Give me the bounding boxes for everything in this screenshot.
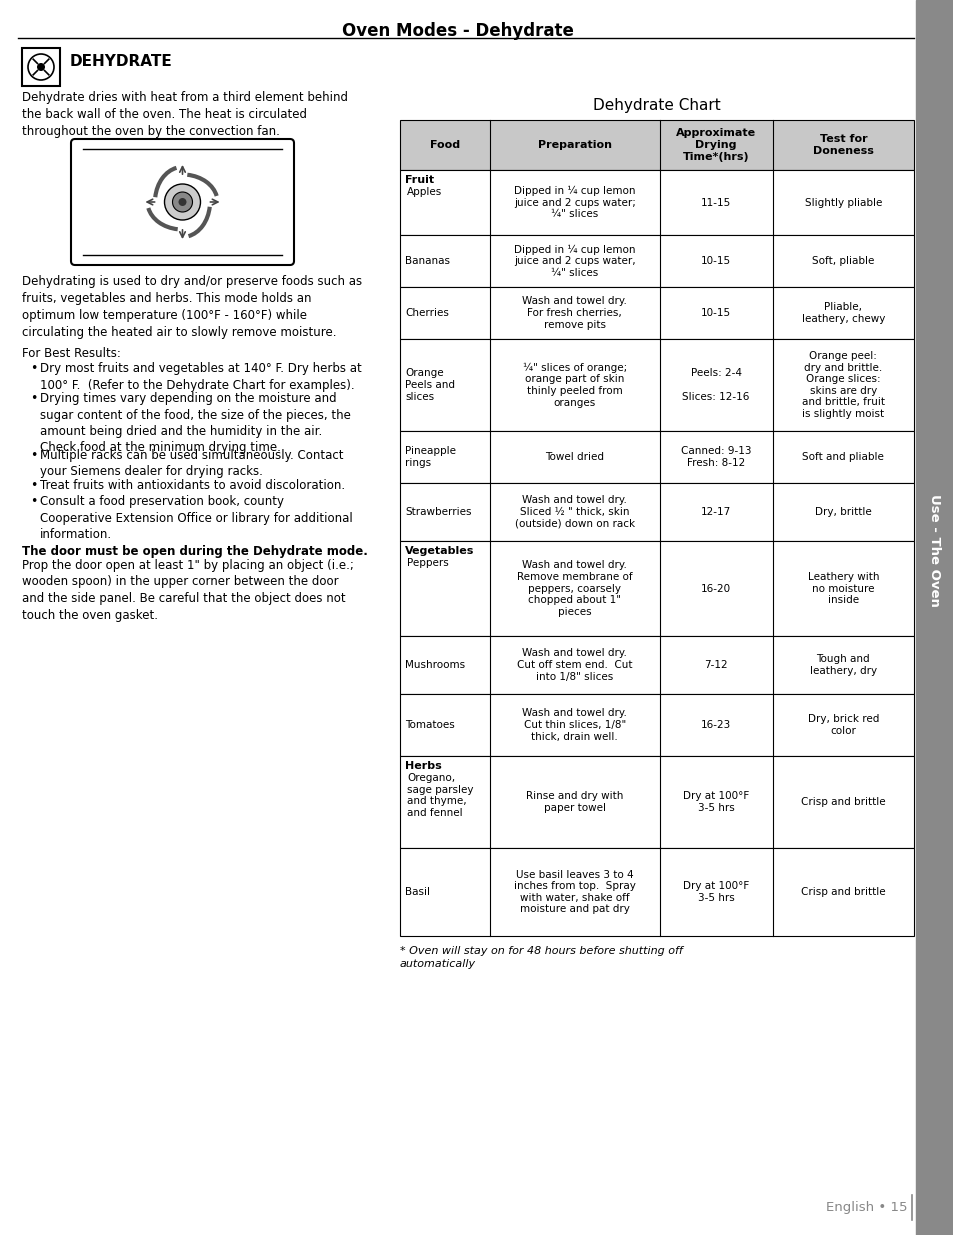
- Text: Apples: Apples: [407, 186, 442, 198]
- Text: * Oven will stay on for 48 hours before shutting off
automatically: * Oven will stay on for 48 hours before …: [399, 946, 682, 968]
- Text: Canned: 9-13
Fresh: 8-12: Canned: 9-13 Fresh: 8-12: [680, 446, 751, 468]
- Circle shape: [178, 198, 186, 206]
- Text: Tough and
leathery, dry: Tough and leathery, dry: [809, 655, 876, 676]
- Text: Wash and towel dry.
Cut thin slices, 1/8"
thick, drain well.: Wash and towel dry. Cut thin slices, 1/8…: [522, 709, 626, 741]
- Bar: [399, 431, 913, 483]
- FancyBboxPatch shape: [71, 140, 294, 266]
- Text: Wash and towel dry.
For fresh cherries,
remove pits: Wash and towel dry. For fresh cherries, …: [522, 296, 626, 330]
- Text: Pineapple
rings: Pineapple rings: [405, 446, 456, 468]
- Bar: [22, 48, 60, 86]
- Bar: [399, 170, 913, 235]
- Text: 11-15: 11-15: [700, 198, 730, 207]
- Text: 10-15: 10-15: [700, 308, 730, 317]
- Bar: [399, 848, 913, 936]
- Bar: [399, 694, 913, 756]
- Text: Use - The Oven: Use - The Oven: [927, 494, 941, 606]
- Text: Oven Modes - Dehydrate: Oven Modes - Dehydrate: [342, 22, 574, 40]
- Text: Bananas: Bananas: [405, 256, 450, 266]
- Text: Prop the door open at least 1" by placing an object (i.e.;
wooden spoon) in the : Prop the door open at least 1" by placin…: [22, 559, 354, 621]
- Bar: [399, 636, 913, 694]
- Text: Treat fruits with antioxidants to avoid discoloration.: Treat fruits with antioxidants to avoid …: [40, 479, 345, 492]
- Text: Dry at 100°F
3-5 hrs: Dry at 100°F 3-5 hrs: [682, 882, 748, 903]
- Text: Wash and towel dry.
Cut off stem end.  Cut
into 1/8" slices: Wash and towel dry. Cut off stem end. Cu…: [517, 648, 632, 682]
- Bar: [399, 338, 913, 431]
- Text: Wash and towel dry.
Remove membrane of
peppers, coarsely
chopped about 1"
pieces: Wash and towel dry. Remove membrane of p…: [517, 561, 632, 616]
- Bar: [915, 0, 953, 1235]
- Text: Oregano,
sage parsley
and thyme,
and fennel: Oregano, sage parsley and thyme, and fen…: [407, 773, 473, 818]
- Text: Peppers: Peppers: [407, 558, 448, 568]
- Text: Preparation: Preparation: [537, 140, 611, 149]
- Text: Basil: Basil: [405, 887, 430, 897]
- Text: DEHYDRATE: DEHYDRATE: [70, 54, 172, 69]
- Text: Cherries: Cherries: [405, 308, 449, 317]
- Text: Peels: 2-4

Slices: 12-16: Peels: 2-4 Slices: 12-16: [681, 368, 749, 401]
- Text: •: •: [30, 450, 37, 462]
- Text: Dehydrate Chart: Dehydrate Chart: [593, 98, 720, 112]
- Text: Soft, pliable: Soft, pliable: [811, 256, 874, 266]
- Bar: [399, 483, 913, 541]
- Text: Dry, brittle: Dry, brittle: [814, 508, 871, 517]
- Text: Use basil leaves 3 to 4
inches from top.  Spray
with water, shake off
moisture a: Use basil leaves 3 to 4 inches from top.…: [514, 869, 635, 914]
- Text: Dehydrating is used to dry and/or preserve foods such as
fruits, vegetables and : Dehydrating is used to dry and/or preser…: [22, 275, 362, 338]
- Text: Mushrooms: Mushrooms: [405, 659, 465, 671]
- Bar: [399, 541, 913, 636]
- Bar: [399, 235, 913, 287]
- Text: Orange peel:
dry and brittle.
Orange slices:
skins are dry
and brittle, fruit
is: Orange peel: dry and brittle. Orange sli…: [801, 351, 883, 419]
- Text: Rinse and dry with
paper towel: Rinse and dry with paper towel: [525, 792, 623, 813]
- Text: Dipped in ¼ cup lemon
juice and 2 cups water;
¼" slices: Dipped in ¼ cup lemon juice and 2 cups w…: [514, 185, 635, 219]
- Text: The door must be open during the Dehydrate mode.: The door must be open during the Dehydra…: [22, 545, 368, 558]
- Text: Soft and pliable: Soft and pliable: [801, 452, 883, 462]
- Text: Dry, brick red
color: Dry, brick red color: [807, 714, 878, 736]
- Text: Orange
Peels and
slices: Orange Peels and slices: [405, 368, 455, 401]
- Text: Dry at 100°F
3-5 hrs: Dry at 100°F 3-5 hrs: [682, 792, 748, 813]
- Text: Wash and towel dry.
Sliced ½ " thick, skin
(outside) down on rack: Wash and towel dry. Sliced ½ " thick, sk…: [515, 495, 634, 529]
- Text: 10-15: 10-15: [700, 256, 730, 266]
- Text: For Best Results:: For Best Results:: [22, 347, 121, 359]
- Text: Drying times vary depending on the moisture and
sugar content of the food, the s: Drying times vary depending on the moist…: [40, 391, 351, 454]
- Bar: [399, 287, 913, 338]
- Text: Fruit: Fruit: [405, 175, 434, 185]
- Text: Approximate
Drying
Time*(hrs): Approximate Drying Time*(hrs): [676, 128, 756, 162]
- Text: 12-17: 12-17: [700, 508, 730, 517]
- Circle shape: [172, 191, 193, 212]
- Text: English • 15: English • 15: [825, 1202, 907, 1214]
- Text: Vegetables: Vegetables: [405, 546, 474, 556]
- Text: Consult a food preservation book, county
Cooperative Extension Office or library: Consult a food preservation book, county…: [40, 495, 353, 541]
- Text: Herbs: Herbs: [405, 761, 441, 771]
- Circle shape: [37, 63, 45, 70]
- Text: 16-23: 16-23: [700, 720, 730, 730]
- Text: •: •: [30, 495, 37, 509]
- Text: 7-12: 7-12: [703, 659, 727, 671]
- Text: Tomatoes: Tomatoes: [405, 720, 455, 730]
- Text: Food: Food: [430, 140, 459, 149]
- Text: Leathery with
no moisture
inside: Leathery with no moisture inside: [807, 572, 878, 605]
- Bar: [399, 756, 913, 848]
- Bar: [399, 120, 913, 170]
- Text: Towel dried: Towel dried: [545, 452, 603, 462]
- Text: ¼" slices of orange;
orange part of skin
thinly peeled from
oranges: ¼" slices of orange; orange part of skin…: [522, 363, 626, 408]
- Text: Crisp and brittle: Crisp and brittle: [801, 797, 884, 806]
- Text: Crisp and brittle: Crisp and brittle: [801, 887, 884, 897]
- Text: Dipped in ¼ cup lemon
juice and 2 cups water,
¼" slices: Dipped in ¼ cup lemon juice and 2 cups w…: [514, 245, 635, 278]
- Text: Slightly pliable: Slightly pliable: [803, 198, 882, 207]
- Text: •: •: [30, 479, 37, 492]
- Text: 16-20: 16-20: [700, 583, 730, 594]
- Text: Dry most fruits and vegetables at 140° F. Dry herbs at
100° F.  (Refer to the De: Dry most fruits and vegetables at 140° F…: [40, 362, 361, 391]
- Circle shape: [164, 184, 200, 220]
- Text: Multiple racks can be used simultaneously. Contact
your Siemens dealer for dryin: Multiple racks can be used simultaneousl…: [40, 450, 343, 478]
- Text: •: •: [30, 391, 37, 405]
- Text: •: •: [30, 362, 37, 375]
- Text: Pliable,
leathery, chewy: Pliable, leathery, chewy: [801, 303, 884, 324]
- Text: Strawberries: Strawberries: [405, 508, 471, 517]
- Text: Dehydrate dries with heat from a third element behind
the back wall of the oven.: Dehydrate dries with heat from a third e…: [22, 91, 348, 138]
- Text: Test for
Doneness: Test for Doneness: [812, 135, 873, 156]
